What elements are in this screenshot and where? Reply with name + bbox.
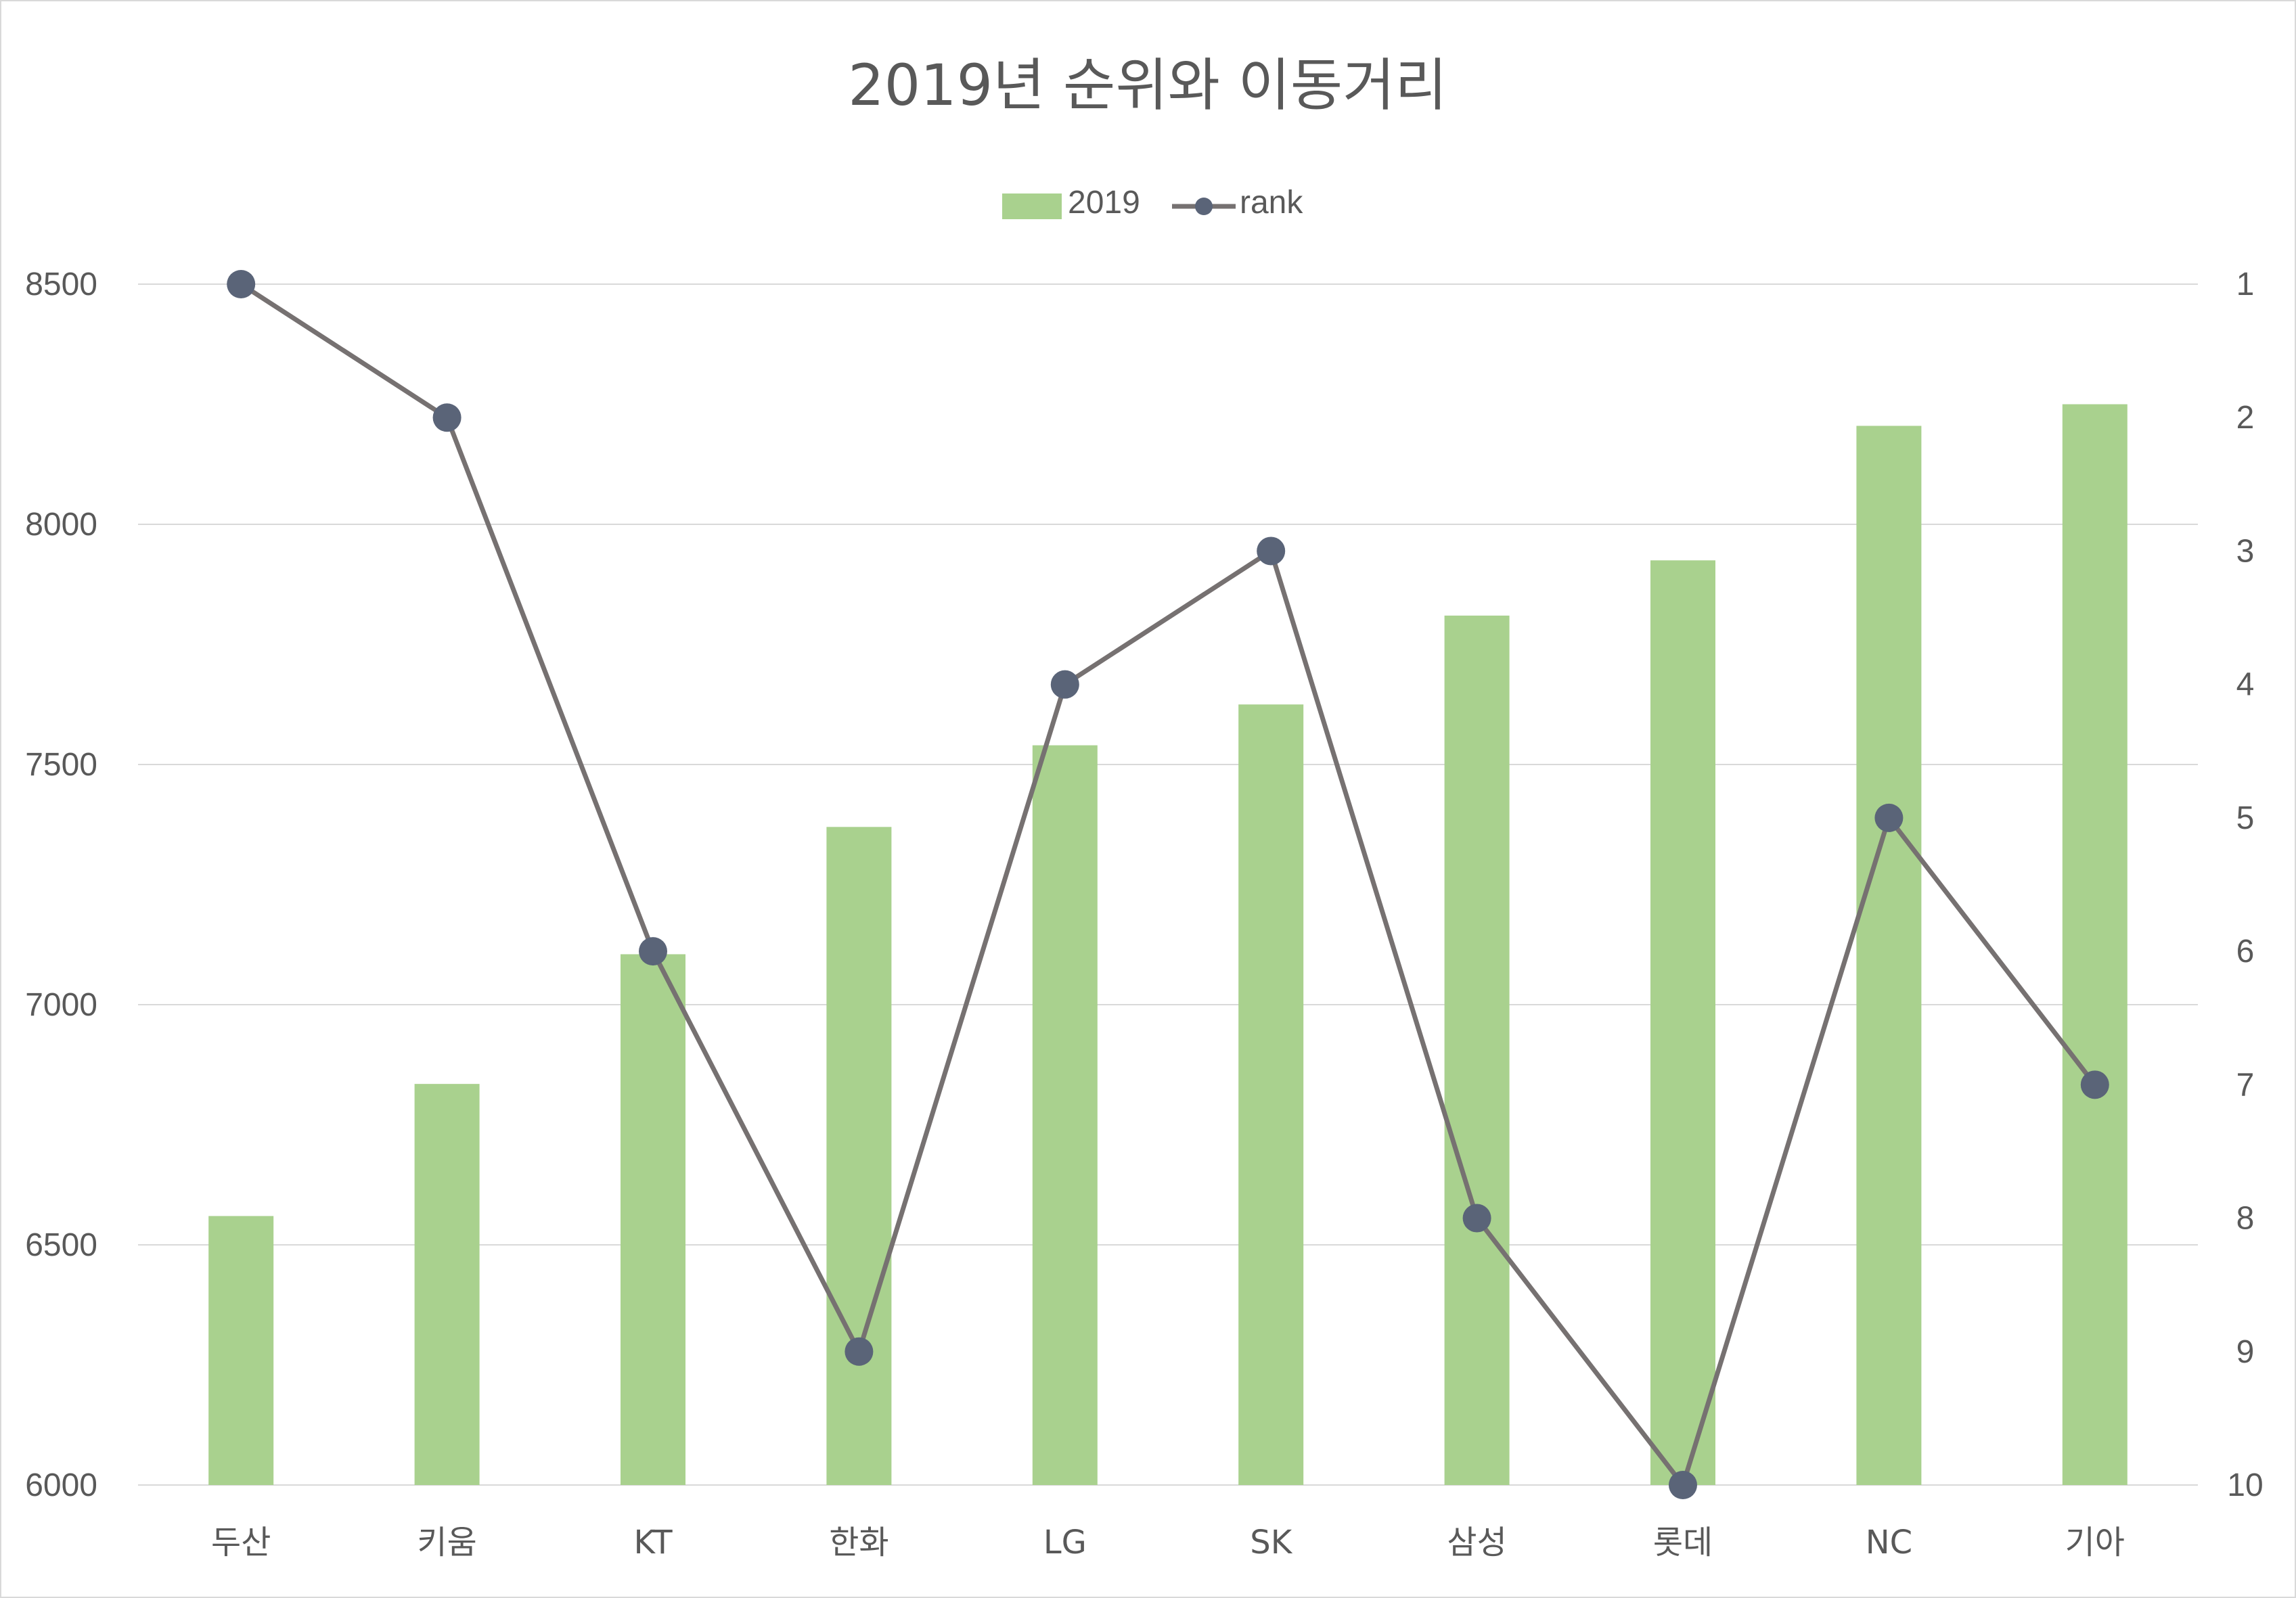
bar [1238,704,1304,1485]
rank-point [1050,670,1079,699]
right-axis-tick-label: 5 [2236,800,2255,836]
rank-point [639,937,667,966]
category-label: 한화 [829,1524,888,1561]
category-label: 두산 [211,1524,271,1561]
bar-series [208,404,2128,1486]
rank-point [2080,1070,2109,1099]
legend-line-marker [1195,198,1213,215]
category-label: NC [1866,1524,1912,1561]
rank-point [1462,1204,1491,1233]
right-axis-tick-label: 8 [2236,1201,2255,1237]
right-axis-tick-label: 6 [2236,934,2255,969]
legend-bar-swatch [1002,193,1062,219]
rank-point [1669,1471,1697,1499]
rank-line-series [240,282,2097,1488]
bar [208,1216,274,1485]
right-axis-tick-label: 7 [2236,1067,2255,1103]
right-axis-tick-label: 3 [2236,533,2255,569]
category-label: SK [1250,1524,1292,1561]
legend: 2019 rank [1002,185,1303,221]
left-axis-tick-label: 8500 [25,267,97,302]
left-axis-tick-label: 7000 [25,987,97,1023]
category-label: 롯데 [1653,1524,1713,1561]
rank-point [432,403,462,432]
rank-point [227,270,256,298]
category-label: 기아 [2065,1524,2125,1561]
bar [621,954,685,1485]
right-axis-ticks: 1 2 3 4 5 6 7 8 9 10 [2227,267,2263,1503]
right-axis-tick-label: 2 [2236,400,2255,436]
legend-bar-label: 2019 [1068,185,1140,221]
left-axis-tick-label: 6500 [25,1227,97,1263]
bar [2062,404,2128,1485]
rank-point [1874,803,1904,832]
left-axis-tick-label: 6000 [25,1467,97,1503]
right-axis-tick-label: 4 [2236,667,2255,703]
left-axis-ticks: 6000 6500 7000 7500 8000 8500 [25,267,97,1503]
legend-line-label: rank [1240,185,1303,221]
left-axis-tick-label: 7500 [25,747,97,783]
right-axis-tick-label: 9 [2236,1334,2255,1370]
category-label: KT [633,1524,673,1561]
right-axis-tick-label: 1 [2236,267,2255,302]
category-labels: 두산 키움 KT 한화 LG SK 삼성 롯데 NC 기아 [211,1524,2125,1561]
bar [1032,745,1098,1485]
bar [1444,615,1510,1485]
gridlines [138,283,2198,1486]
bar [1650,560,1715,1485]
rank-markers [227,270,2109,1499]
rank-point [845,1337,874,1366]
left-axis-tick-label: 8000 [25,507,97,543]
rank-line [240,282,2097,1488]
rank-point [1257,537,1286,566]
bar [414,1084,480,1485]
bar [826,827,892,1485]
category-label: 삼성 [1447,1524,1506,1561]
category-label: 키움 [417,1524,476,1561]
bar [1856,426,1922,1486]
right-axis-tick-label: 10 [2227,1467,2263,1503]
category-label: LG [1043,1524,1087,1561]
chart-title: 2019년 순위와 이동거리 [848,52,1447,118]
